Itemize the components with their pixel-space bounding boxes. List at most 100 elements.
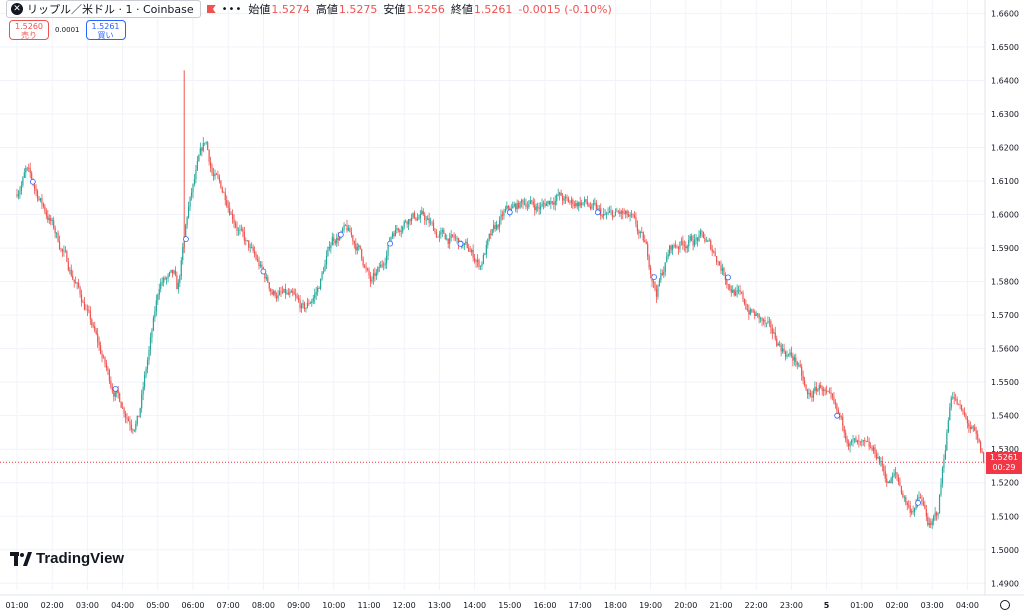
buy-button[interactable]: 1.5261 買い (85, 20, 126, 40)
flag-icon[interactable] (206, 5, 216, 13)
candle-body (154, 311, 156, 318)
candle-body (120, 401, 122, 408)
candle-body (563, 197, 565, 201)
candle-body (201, 148, 203, 151)
candle-body (902, 493, 904, 498)
candle-body (541, 203, 543, 207)
candle-body (864, 440, 866, 441)
candle-body (259, 264, 262, 267)
candle-body (64, 250, 66, 252)
candle-body (946, 432, 948, 451)
candle-body (358, 245, 360, 247)
candle-body (386, 255, 388, 264)
candle-body (402, 226, 404, 232)
candle-body (856, 440, 858, 443)
candle-body (403, 221, 405, 227)
candle-body (575, 203, 577, 207)
candle-body (196, 161, 198, 170)
chart-grid (0, 0, 985, 590)
candle-body (795, 357, 797, 363)
candle-body (290, 291, 292, 293)
candle-body (463, 243, 465, 246)
candle-body (535, 206, 537, 211)
candle-body (779, 343, 781, 346)
candle-body (748, 310, 750, 315)
candle-body (965, 414, 967, 418)
candle-body (764, 319, 766, 324)
candle-body (240, 228, 242, 230)
candle-body (727, 284, 729, 286)
candle-body (188, 206, 190, 218)
candle-body (441, 229, 443, 232)
candle-body (114, 392, 116, 397)
candle-body (630, 214, 633, 215)
candle-body (25, 168, 27, 173)
candle-body (576, 203, 578, 207)
candle-body (909, 506, 911, 513)
candle-body (107, 368, 109, 371)
candle-body (548, 200, 550, 205)
candle-body (875, 453, 878, 459)
candle-body (23, 172, 25, 178)
candle-body (887, 481, 889, 483)
sell-button[interactable]: 1.5260 売り (9, 20, 49, 40)
candle-body (359, 245, 361, 249)
candle-body (701, 231, 703, 232)
candle-body (591, 204, 593, 209)
candle-body (410, 217, 413, 222)
candle-body (518, 203, 520, 208)
candle-body (950, 397, 952, 408)
candle-body (959, 404, 961, 406)
candle-body (377, 267, 379, 273)
candle-body (94, 326, 96, 331)
candle-body (210, 161, 212, 168)
time-tick-label: 22:00 (745, 601, 768, 610)
candle-body (711, 248, 713, 252)
candle-body (284, 288, 286, 294)
countdown: 00:29 (992, 463, 1016, 473)
candle-body (878, 456, 880, 463)
candle-body (512, 206, 514, 209)
time-tick-label: 23:00 (780, 601, 803, 610)
candle-body (506, 205, 508, 210)
candle-body (849, 442, 851, 447)
candle-body (494, 225, 496, 230)
candle-body (450, 234, 452, 239)
candle-body (311, 301, 313, 304)
candle-body (79, 287, 81, 295)
price-tick-label: 1.5900 (991, 244, 1019, 253)
candle-body (170, 269, 172, 273)
candle-body (713, 251, 715, 253)
candle-body (415, 217, 417, 221)
candle-body (745, 303, 747, 310)
candle-body (83, 302, 86, 310)
candle-body (664, 262, 666, 272)
symbol-selector[interactable]: ✕ リップル／米ドル · 1 · Coinbase (6, 0, 201, 18)
candle-body (421, 210, 423, 215)
price-tick-label: 1.6200 (991, 144, 1019, 153)
candle-body (692, 240, 694, 246)
candle-body (889, 481, 891, 484)
candle-body (330, 245, 332, 249)
candle-body (233, 219, 235, 224)
candle-body (960, 404, 963, 411)
candle-body (167, 275, 169, 279)
time-tick-label: 11:00 (357, 601, 380, 610)
more-icon[interactable]: ••• (221, 3, 243, 15)
candle-body (413, 212, 416, 218)
time-tick-label: 03:00 (76, 601, 99, 610)
settings-icon[interactable] (1000, 600, 1010, 610)
candle-body (820, 385, 822, 389)
candle-body (604, 213, 606, 215)
candle-body (865, 440, 867, 442)
candle-body (608, 211, 611, 213)
tradingview-logo[interactable]: TradingView (10, 550, 124, 567)
candle-body (350, 232, 352, 236)
candle-body (261, 264, 263, 268)
candle-body (906, 502, 908, 506)
candle-body (47, 215, 49, 221)
candle-body (327, 246, 329, 256)
candle-body (801, 366, 803, 376)
candle-body (981, 450, 983, 453)
